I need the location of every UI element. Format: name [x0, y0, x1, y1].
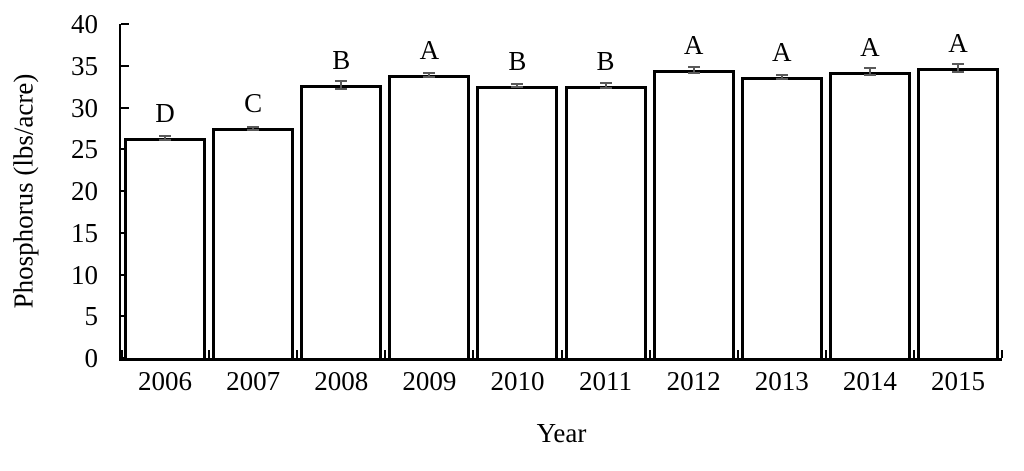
y-tick-label: 35 — [71, 50, 98, 81]
x-tick-mark — [472, 350, 475, 358]
bar-2013 — [740, 76, 823, 358]
x-tick-label: 2007 — [226, 366, 281, 396]
error-bar-cap-top — [335, 79, 348, 82]
error-bar-cap-bottom — [511, 86, 524, 89]
y-tick-label: 5 — [84, 301, 99, 332]
x-tick-label: 2015 — [930, 366, 985, 396]
bar-2010 — [476, 85, 559, 358]
x-tick-label: 2008 — [314, 366, 369, 396]
error-bar-cap-bottom — [951, 71, 964, 73]
error-bar — [340, 80, 343, 90]
bar-2015 — [916, 68, 999, 358]
error-bar — [516, 84, 519, 88]
bar-2014 — [828, 71, 911, 358]
x-tick-mark — [912, 350, 915, 358]
error-bar-cap-top — [511, 83, 524, 86]
y-tick-label: 15 — [71, 217, 98, 248]
x-tick-mark — [648, 350, 651, 358]
x-tick-mark — [824, 350, 827, 358]
x-tick-label: 2014 — [842, 366, 897, 396]
significance-letter: A — [419, 34, 440, 65]
x-tick-label: 2010 — [490, 366, 545, 396]
significance-letter: A — [683, 29, 704, 60]
error-bar-cap-bottom — [599, 87, 612, 90]
x-axis-title: Year — [536, 418, 587, 448]
x-tick-label: 2012 — [666, 366, 721, 396]
significance-letter: B — [332, 44, 351, 75]
error-bar — [692, 66, 695, 74]
x-tick-label: 2006 — [138, 366, 193, 396]
x-tick-mark — [560, 350, 563, 358]
y-tick-mark — [121, 64, 129, 67]
y-tick-label: 30 — [71, 92, 98, 123]
x-tick-mark — [296, 350, 299, 358]
bar-2012 — [652, 69, 735, 358]
y-tick-label: 25 — [71, 134, 98, 165]
y-tick-mark — [121, 23, 129, 25]
x-tick-mark — [1001, 350, 1003, 358]
error-bar — [780, 74, 783, 79]
error-bar-cap-top — [423, 71, 436, 74]
plot-area: D C B A B B A A A A — [119, 23, 1003, 361]
y-tick-label: 10 — [71, 259, 98, 290]
y-tick-label: 40 — [71, 9, 98, 39]
significance-letter: B — [508, 45, 527, 76]
bar-2008 — [300, 84, 383, 358]
error-bar — [868, 68, 871, 75]
error-bar-cap-bottom — [423, 76, 436, 79]
x-tick-mark — [208, 350, 211, 358]
error-bar-cap-top — [863, 67, 876, 70]
error-bar-cap-bottom — [775, 77, 788, 80]
significance-letter: C — [244, 88, 263, 119]
x-tick-mark — [384, 350, 387, 358]
error-bar-cap-top — [951, 63, 964, 66]
error-bar-cap-top — [687, 65, 700, 68]
error-bar — [956, 64, 959, 72]
error-bar-cap-top — [247, 125, 260, 128]
error-bar-cap-bottom — [863, 73, 876, 76]
y-tick-label: 20 — [71, 176, 98, 206]
x-tick-mark — [121, 350, 123, 358]
error-bar-cap-top — [775, 73, 788, 76]
y-tick-mark — [121, 357, 129, 359]
error-bar-cap-bottom — [335, 88, 348, 91]
significance-letter: D — [155, 98, 175, 129]
x-tick-label: 2009 — [402, 366, 457, 396]
y-tick-mark — [121, 106, 129, 109]
error-bar — [604, 83, 607, 89]
significance-letter: B — [596, 45, 615, 76]
error-bar-cap-bottom — [247, 128, 260, 131]
significance-letter: A — [860, 31, 880, 62]
error-bar-cap-top — [599, 82, 612, 85]
x-tick-mark — [736, 350, 739, 358]
error-bar — [428, 72, 431, 78]
x-tick-label: 2011 — [579, 366, 633, 396]
x-tick-label: 2013 — [754, 366, 809, 396]
error-bar-cap-bottom — [687, 72, 700, 75]
significance-letter: A — [772, 36, 792, 67]
significance-letter: A — [948, 28, 968, 59]
error-bar-cap-bottom — [159, 139, 172, 142]
y-tick-label: 0 — [84, 343, 99, 373]
bar-2011 — [564, 85, 647, 358]
bar-2009 — [388, 74, 471, 358]
error-bar-cap-top — [159, 135, 172, 138]
error-bar — [164, 136, 167, 141]
bar-2007 — [212, 128, 295, 358]
error-bar — [252, 126, 255, 130]
bar-2006 — [124, 138, 207, 358]
